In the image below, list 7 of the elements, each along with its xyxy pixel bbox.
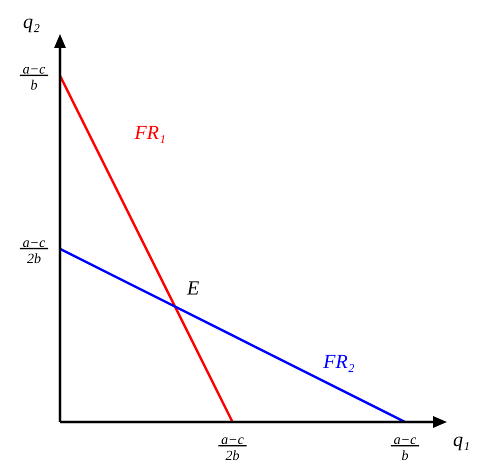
text: a−c b: [20, 62, 48, 94]
text: a−c 2b: [20, 236, 48, 267]
y-axis-title: q₂: [23, 11, 40, 33]
x-axis-title: q₁: [453, 429, 470, 451]
series-label: FR₂: [322, 351, 355, 374]
series-label: FR₁: [134, 122, 166, 144]
annotation: E: [186, 278, 200, 300]
